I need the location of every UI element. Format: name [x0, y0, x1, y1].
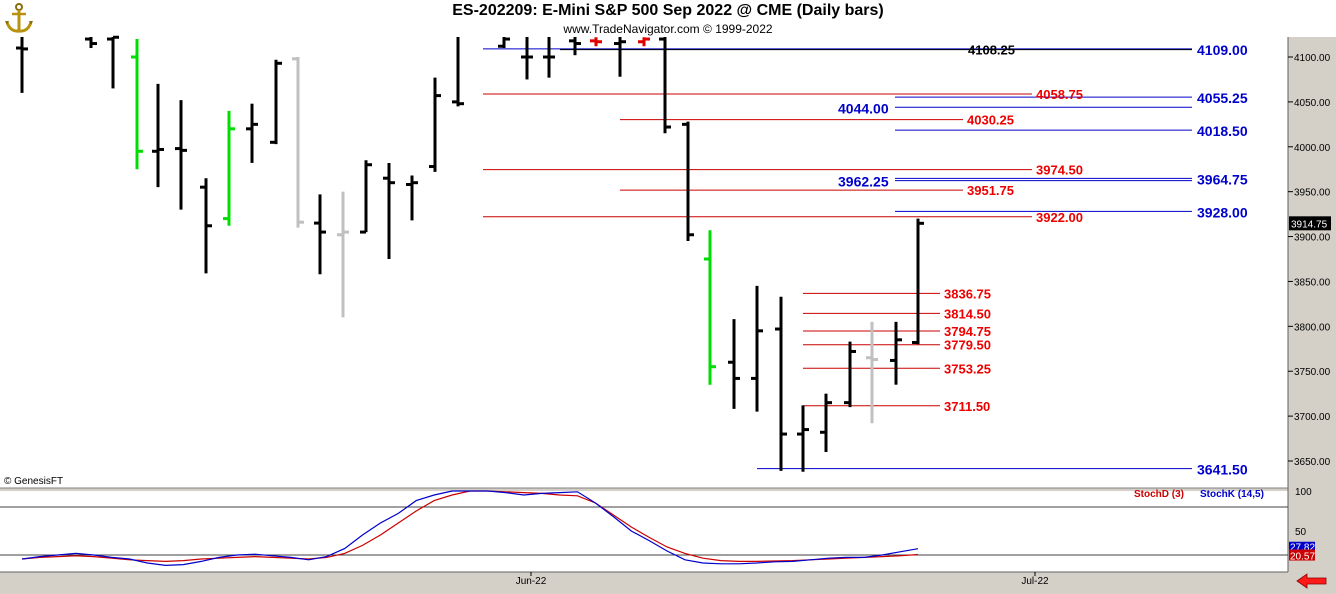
level-label-red: 4030.25 — [967, 113, 1014, 128]
stochd-last-label: 20.57 — [1290, 552, 1315, 563]
title-bar — [0, 0, 1336, 37]
y-tick-label: 3950.00 — [1294, 188, 1331, 199]
chart-subtitle: www.TradeNavigator.com © 1999-2022 — [563, 22, 773, 36]
anchor-logo-icon — [4, 2, 34, 39]
scroll-left-button[interactable] — [1296, 573, 1328, 594]
level-label-blue: 4109.00 — [1197, 42, 1248, 58]
level-label-black: 4108.25 — [968, 43, 1015, 58]
level-label-blue: 3928.00 — [1197, 204, 1248, 220]
level-label-blue: 4018.50 — [1197, 123, 1248, 139]
y-tick-label: 4000.00 — [1294, 143, 1331, 154]
x-tick-label: Jun-22 — [516, 576, 547, 587]
level-label-blue: 4055.25 — [1197, 90, 1248, 106]
left-arrow-icon — [1296, 573, 1327, 589]
copyright-label: © GenesisFT — [4, 476, 63, 487]
level-label-blue: 3641.50 — [1197, 462, 1248, 478]
level-label-red: 3922.00 — [1036, 210, 1083, 225]
last-price-label: 3914.75 — [1291, 219, 1328, 230]
level-label-red: 3974.50 — [1036, 163, 1083, 178]
y-tick-label: 4050.00 — [1294, 98, 1331, 109]
y-tick-label: 3800.00 — [1294, 322, 1331, 333]
stoch-tick-label: 50 — [1295, 527, 1307, 538]
stoch-series-line — [21, 490, 919, 567]
stochk-legend: StochK (14,5) — [1200, 489, 1264, 500]
y-tick-label: 3900.00 — [1294, 233, 1331, 244]
stochk-last-box — [1289, 541, 1315, 553]
level-label-blue: 4044.00 — [838, 100, 889, 116]
level-label-red: 3779.50 — [944, 338, 991, 353]
y-tick-label: 3850.00 — [1294, 277, 1331, 288]
level-label-red: 3836.75 — [944, 286, 991, 301]
stochk-last-label: 27.82 — [1290, 543, 1315, 554]
stochd-last-box — [1289, 549, 1315, 561]
level-label-red: 3794.75 — [944, 324, 991, 339]
level-label-blue: 3964.75 — [1197, 171, 1248, 187]
level-label-red: 4058.75 — [1036, 87, 1083, 102]
y-tick-label: 4100.00 — [1294, 53, 1331, 64]
level-label-red: 3711.50 — [944, 399, 990, 414]
level-label-red: 3753.25 — [944, 361, 991, 376]
x-tick-label: Jul-22 — [1021, 576, 1049, 587]
last-price-box — [1289, 216, 1331, 231]
y-tick-label: 3650.00 — [1294, 457, 1331, 468]
y-tick-label: 3700.00 — [1294, 412, 1331, 423]
stochd-legend: StochD (3) — [1134, 489, 1184, 500]
level-label-red: 3814.50 — [944, 306, 991, 321]
chart-title: ES-202209: E-Mini S&P 500 Sep 2022 @ CME… — [452, 2, 884, 19]
stoch-tick-label: 100 — [1295, 487, 1312, 498]
level-label-red: 3951.75 — [967, 183, 1014, 198]
price-plot-area — [0, 37, 1288, 488]
y-tick-label: 3750.00 — [1294, 367, 1331, 378]
level-label-blue: 3962.25 — [838, 174, 889, 190]
